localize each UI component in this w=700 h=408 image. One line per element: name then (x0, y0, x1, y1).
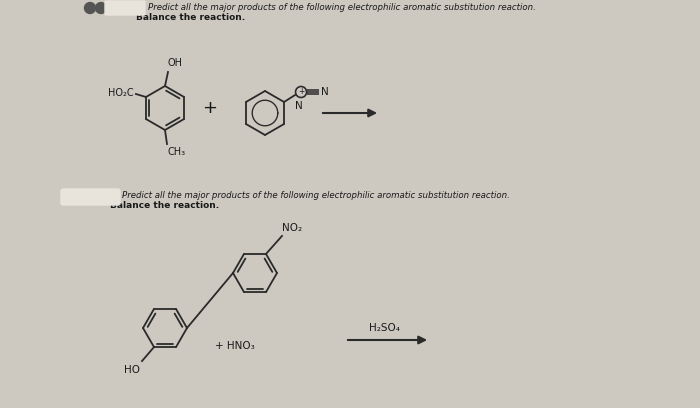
Text: +: + (298, 87, 304, 97)
Text: N: N (321, 87, 329, 97)
Text: OH: OH (168, 58, 183, 68)
Text: HO: HO (124, 365, 140, 375)
Text: + HNO₃: + HNO₃ (215, 341, 255, 351)
Circle shape (95, 2, 106, 13)
Text: NO₂: NO₂ (282, 223, 302, 233)
Text: Predict all the major products of the following electrophilic aromatic substitut: Predict all the major products of the fo… (122, 191, 510, 200)
Text: H₂SO₄: H₂SO₄ (370, 323, 400, 333)
Text: Balance the reaction.: Balance the reaction. (110, 200, 219, 209)
Text: HO₂C: HO₂C (108, 88, 134, 98)
Text: CH₃: CH₃ (167, 147, 185, 157)
Text: N: N (295, 101, 303, 111)
FancyBboxPatch shape (105, 1, 145, 15)
Text: Balance the reaction.: Balance the reaction. (136, 13, 245, 22)
Circle shape (85, 2, 95, 13)
FancyBboxPatch shape (61, 189, 120, 205)
Text: +: + (202, 99, 218, 117)
Text: Predict all the major products of the following electrophilic aromatic substitut: Predict all the major products of the fo… (148, 2, 536, 11)
